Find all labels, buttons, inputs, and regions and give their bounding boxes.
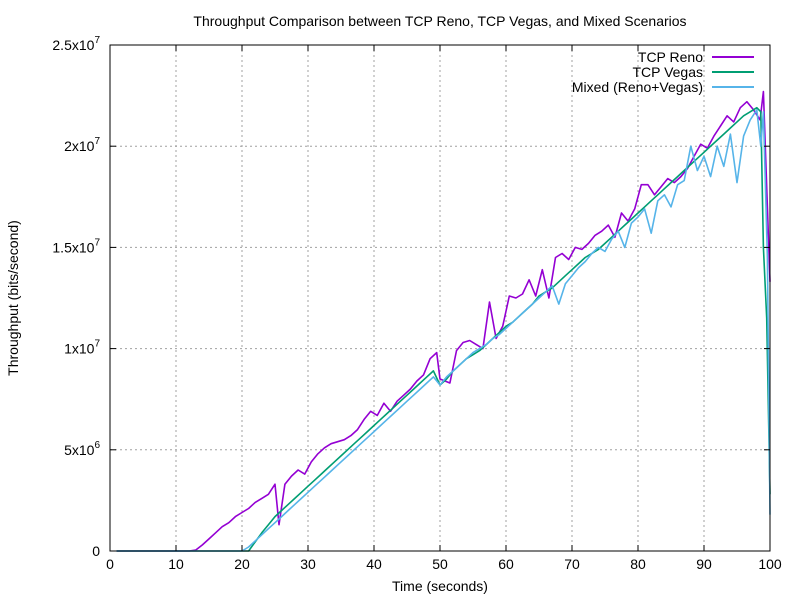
- y-tick-label: 5x106: [64, 440, 100, 458]
- x-tick-label: 30: [300, 556, 316, 572]
- x-tick-label: 50: [432, 556, 448, 572]
- x-tick-label: 20: [234, 556, 250, 572]
- x-tick-label: 100: [758, 556, 782, 572]
- x-tick-label: 60: [498, 556, 514, 572]
- x-tick-label: 10: [168, 556, 184, 572]
- axis-layer: 0 10 20 30 40 50 60 70 80 90 100 0 5x106 1x107 1.5x107…: [52, 35, 782, 572]
- x-tick-label: 0: [106, 556, 114, 572]
- y-axis-label: Throughput (bits/second): [5, 220, 21, 376]
- y-tick-label: 1.5x107: [52, 237, 100, 255]
- x-tick-label: 90: [696, 556, 712, 572]
- legend-label-tcp-vegas: TCP Vegas: [632, 64, 703, 80]
- y-tick-label: 2x107: [64, 136, 100, 154]
- series-layer: [116, 90, 771, 552]
- chart-title: Throughput Comparison between TCP Reno, …: [193, 13, 686, 29]
- y-tick-label: 1x107: [64, 339, 100, 357]
- x-tick-label: 70: [564, 556, 580, 572]
- x-tick-label: 80: [630, 556, 646, 572]
- y-tick-label: 0: [92, 543, 100, 559]
- x-axis-label: Time (seconds): [392, 578, 488, 594]
- legend-label-tcp-reno: TCP Reno: [638, 49, 703, 65]
- y-tick-label: 2.5x107: [52, 35, 100, 53]
- x-tick-label: 40: [366, 556, 382, 572]
- legend-label-mixed-reno-vegas: Mixed (Reno+Vegas): [572, 79, 703, 95]
- series-line-mixed-reno-vegas: [116, 109, 771, 552]
